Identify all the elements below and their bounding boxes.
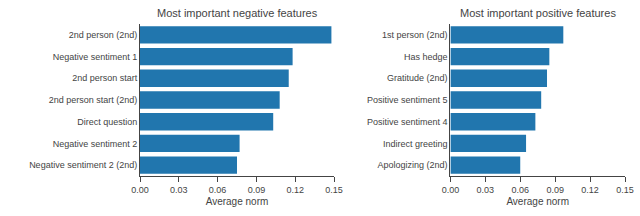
svg-text:0.06: 0.06 (511, 185, 529, 195)
svg-text:0.06: 0.06 (209, 185, 227, 195)
svg-text:Gratitude (2nd): Gratitude (2nd) (387, 73, 448, 83)
svg-text:0.09: 0.09 (248, 185, 266, 195)
svg-text:0.03: 0.03 (170, 185, 188, 195)
svg-text:0.12: 0.12 (581, 185, 599, 195)
svg-text:0.15: 0.15 (325, 185, 343, 195)
svg-text:1st person (2nd): 1st person (2nd) (382, 30, 448, 40)
svg-text:Most important positive featur: Most important positive features (460, 7, 616, 19)
svg-text:Positive sentiment 5: Positive sentiment 5 (367, 95, 448, 105)
svg-text:2nd person start: 2nd person start (72, 73, 138, 83)
svg-text:Indirect greeting: Indirect greeting (383, 139, 448, 149)
svg-text:2nd person start (2nd): 2nd person start (2nd) (49, 95, 138, 105)
svg-text:Apologizing (2nd): Apologizing (2nd) (378, 160, 448, 170)
svg-text:Average norm: Average norm (206, 196, 269, 207)
svg-text:0.15: 0.15 (616, 185, 634, 195)
svg-text:Most important negative featur: Most important negative features (157, 7, 318, 19)
svg-text:0.00: 0.00 (442, 185, 460, 195)
svg-text:0.03: 0.03 (477, 185, 495, 195)
svg-text:Average norm: Average norm (506, 196, 569, 207)
svg-text:0.00: 0.00 (131, 185, 149, 195)
svg-text:0.12: 0.12 (286, 185, 304, 195)
svg-text:Negative sentiment 2 (2nd): Negative sentiment 2 (2nd) (29, 160, 137, 170)
svg-text:Direct question: Direct question (77, 117, 137, 127)
svg-text:0.09: 0.09 (546, 185, 564, 195)
svg-text:2nd person (2nd): 2nd person (2nd) (69, 30, 138, 40)
svg-text:Negative sentiment 2: Negative sentiment 2 (53, 139, 138, 149)
svg-text:Negative sentiment 1: Negative sentiment 1 (53, 52, 138, 62)
svg-text:Has hedge: Has hedge (404, 52, 448, 62)
svg-text:Positive sentiment 4: Positive sentiment 4 (367, 117, 448, 127)
